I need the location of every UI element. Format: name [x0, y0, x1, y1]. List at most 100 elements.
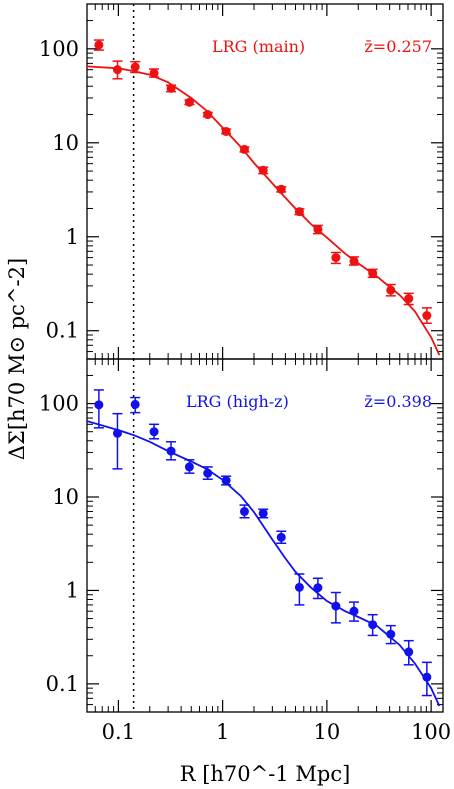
data-marker — [149, 427, 159, 437]
data-marker — [313, 583, 323, 593]
data-marker — [221, 476, 231, 486]
x-axis: 0.1 1 10 100 — [102, 720, 451, 744]
data-marker — [276, 532, 286, 542]
data-point — [184, 459, 195, 474]
data-point — [149, 423, 160, 440]
data-point — [221, 475, 232, 486]
data-marker — [276, 184, 286, 194]
data-marker — [94, 400, 104, 410]
data-marker — [130, 62, 140, 72]
x-axis-title: R [h70^-1 Mpc] — [180, 762, 351, 786]
x-tick-label: 1 — [216, 720, 229, 744]
data-marker — [422, 672, 432, 682]
data-marker — [349, 606, 359, 616]
data-point — [312, 224, 323, 235]
data-point — [130, 396, 141, 414]
data-point — [421, 661, 432, 697]
data-marker — [149, 68, 159, 78]
data-marker — [422, 311, 432, 321]
data-point — [258, 508, 269, 519]
redshift-label: z̄=0.257 — [364, 37, 432, 56]
data-point — [258, 165, 269, 175]
y-tick-label: 0.1 — [46, 319, 79, 343]
data-marker — [203, 110, 213, 120]
data-marker — [331, 253, 341, 263]
data-point — [130, 60, 141, 74]
data-point — [221, 126, 232, 136]
data-point — [294, 207, 305, 217]
data-marker — [112, 65, 122, 75]
data-point — [166, 441, 177, 461]
data-point — [421, 307, 432, 325]
data-marker — [112, 428, 122, 438]
data-point — [294, 573, 305, 606]
data-marker — [331, 601, 341, 611]
data-point — [367, 268, 378, 279]
data-point — [403, 639, 414, 666]
data-marker — [184, 462, 194, 472]
series-label: LRG (high-z) — [186, 392, 289, 411]
data-marker — [386, 285, 396, 295]
data-point — [202, 466, 213, 480]
data-point — [112, 412, 123, 470]
data-marker — [239, 144, 249, 154]
data-marker — [313, 224, 323, 234]
data-point — [348, 256, 359, 266]
y-tick-label: 0.1 — [46, 672, 79, 696]
data-point — [166, 83, 177, 93]
y-tick-label: 10 — [52, 485, 79, 509]
y-tick-label: 100 — [39, 392, 79, 416]
data-point — [312, 577, 323, 600]
data-point — [276, 530, 287, 544]
data-marker — [294, 582, 304, 592]
data-point — [276, 184, 287, 194]
x-tick-label: 100 — [411, 720, 451, 744]
data-marker — [184, 97, 194, 107]
data-marker — [349, 256, 359, 266]
data-point — [403, 292, 414, 306]
plot-frame — [86, 3, 444, 360]
data-marker — [203, 468, 213, 478]
y-axis-title: ΔΣ[h70 M⊙ pc^-2] — [5, 258, 29, 460]
data-point — [385, 283, 396, 297]
data-marker — [166, 83, 176, 93]
data-point — [330, 591, 341, 624]
x-tick-label: 10 — [314, 720, 341, 744]
data-point — [239, 504, 250, 519]
data-marker — [239, 506, 249, 516]
data-point — [202, 110, 213, 120]
data-marker — [386, 629, 396, 639]
data-point — [385, 624, 396, 645]
model-curve — [87, 65, 441, 356]
y-tick-label: 1 — [66, 225, 79, 249]
data-marker — [221, 126, 231, 136]
model-curve — [87, 420, 441, 707]
series-label: LRG (main) — [212, 37, 305, 56]
data-point — [367, 613, 378, 637]
data-marker — [368, 620, 378, 630]
panel-main: 0.1 1 10 100 LRG (main) z̄=0.257 — [39, 3, 444, 360]
data-point — [112, 60, 123, 80]
data-point — [93, 39, 104, 51]
data-marker — [294, 207, 304, 217]
data-marker — [258, 165, 268, 175]
data-point — [239, 144, 250, 154]
data-point — [348, 601, 359, 622]
y-tick-label: 1 — [66, 578, 79, 602]
plot-frame — [86, 358, 444, 713]
data-marker — [166, 446, 176, 456]
data-point — [149, 68, 160, 78]
data-marker — [404, 294, 414, 304]
panel-high-z: 0.1 1 10 100 LRG (high-z) z̄=0.398 — [39, 358, 444, 713]
data-marker — [368, 268, 378, 278]
data-marker — [404, 647, 414, 657]
redshift-label: z̄=0.398 — [364, 392, 432, 411]
data-marker — [94, 40, 104, 50]
x-tick-label: 0.1 — [102, 720, 135, 744]
y-tick-label: 10 — [52, 131, 79, 155]
data-point — [184, 97, 195, 107]
data-point — [93, 389, 104, 429]
y-tick-label: 100 — [39, 37, 79, 61]
data-point — [330, 251, 341, 265]
